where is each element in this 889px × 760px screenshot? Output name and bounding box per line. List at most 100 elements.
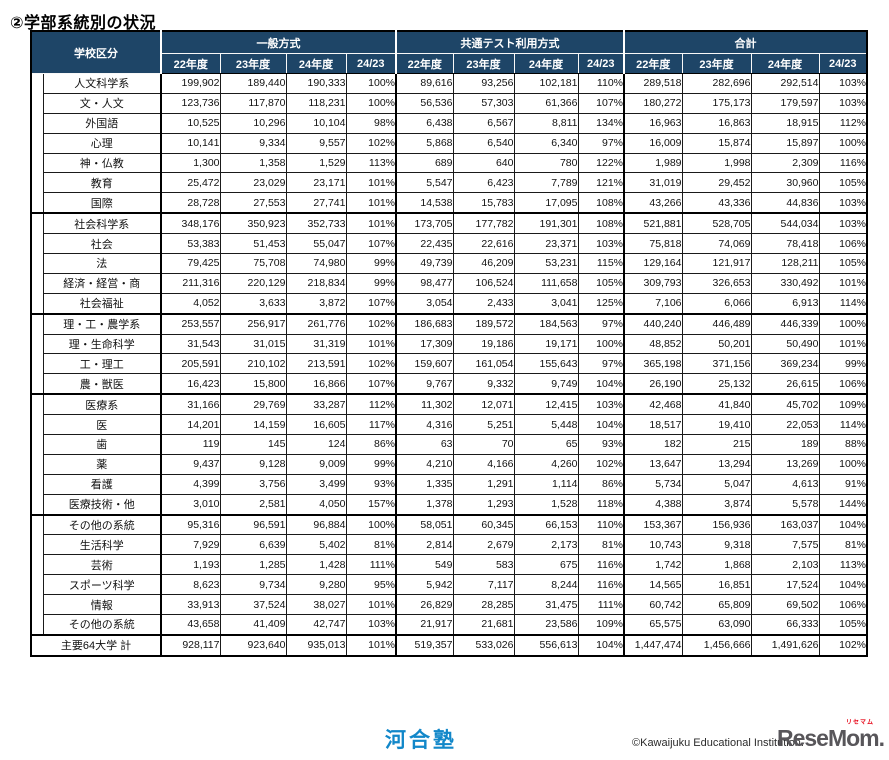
value-cell: 44,836: [750, 192, 820, 215]
indent-cell: [30, 393, 44, 516]
value-cell: 12,415: [513, 393, 579, 416]
value-cell: 8,811: [513, 112, 579, 134]
value-cell: 10,743: [623, 534, 683, 556]
value-cell: 1,291: [452, 473, 515, 495]
ratio-cell: 86%: [577, 473, 625, 495]
value-cell: 123,736: [160, 92, 221, 114]
value-cell: 292,514: [750, 73, 820, 94]
table-row: 社会福祉 4,052 3,633 3,872 107% 3,054 2,433 3,041 12…: [31, 292, 868, 315]
value-cell: 159,607: [395, 353, 454, 375]
value-cell: 41,409: [219, 614, 287, 636]
ratio-cell: 101%: [345, 212, 397, 235]
table-row: 歯 119 145 124 86% 63 70 65 93% 182 215 189 88%: [31, 434, 868, 455]
value-cell: 155,643: [513, 353, 579, 375]
ratio-cell: 107%: [345, 292, 397, 315]
ratio-cell: 97%: [577, 132, 625, 154]
value-cell: 549: [395, 554, 454, 576]
value-cell: 26,190: [623, 373, 683, 396]
table-row: 農・獣医 16,423 15,800 16,866 107% 9,767 9,332 9,74…: [31, 373, 868, 396]
value-cell: 23,029: [219, 172, 287, 194]
category-cell: 薬: [42, 453, 162, 475]
ratio-cell: 105%: [818, 614, 868, 636]
table-row: 医療系 31,166 29,769 33,287 112% 11,302 12,071 12,…: [30, 393, 868, 516]
table-row: 工・理工 205,591 210,102 213,591 102% 159,607 161,…: [31, 353, 868, 375]
ratio-cell: 113%: [345, 152, 397, 174]
value-cell: 2,309: [750, 152, 820, 174]
value-cell: 16,009: [623, 132, 683, 154]
value-cell: 50,490: [750, 333, 820, 355]
category-cell: 理・工・農学系: [42, 313, 162, 335]
category-cell: 社会: [42, 233, 162, 255]
table-row: 人文科学系 199,902 189,440 190,333 100% 89,616 93,2…: [30, 73, 868, 215]
value-cell: 66,153: [513, 514, 579, 536]
value-cell: 17,095: [513, 192, 579, 215]
ratio-cell: 81%: [345, 534, 397, 556]
ratio-cell: 95%: [345, 574, 397, 596]
table-row: 情報 33,913 37,524 38,027 101% 26,829 28,285 31,4…: [31, 594, 868, 616]
value-cell: 3,633: [219, 292, 287, 315]
value-cell: 46,209: [452, 253, 515, 274]
kawaijuku-logo: 河合塾: [385, 729, 457, 752]
ratio-cell: 99%: [345, 253, 397, 274]
value-cell: 199,902: [160, 73, 221, 94]
value-cell: 15,874: [681, 132, 752, 154]
ratio-cell: 100%: [345, 92, 397, 114]
category-cell: 医療技術・他: [42, 493, 162, 516]
value-cell: 19,186: [452, 333, 515, 355]
value-cell: 528,705: [681, 212, 752, 235]
value-cell: 9,318: [681, 534, 752, 556]
value-cell: 38,027: [285, 594, 347, 616]
faculty-statistics-table: 学校区分 一般方式 共通テスト利用方式 合計 22年度 23年度 24年度 24…: [30, 30, 868, 657]
ratio-cell: 100%: [345, 73, 397, 94]
ratio-cell: 103%: [818, 92, 868, 114]
ratio-cell: 93%: [577, 434, 625, 455]
value-cell: 16,851: [681, 574, 752, 596]
resemom-logo: リセマム ReseMom.: [774, 720, 885, 750]
category-cell: 心理: [42, 132, 162, 154]
value-cell: 42,747: [285, 614, 347, 636]
corner-header-cell: 学校区分: [30, 30, 162, 74]
value-cell: 583: [452, 554, 515, 576]
value-cell: 371,156: [681, 353, 752, 375]
category-cell: 教育: [42, 172, 162, 194]
value-cell: 49,739: [395, 253, 454, 274]
value-cell: 13,294: [681, 453, 752, 475]
category-cell: 法: [42, 253, 162, 274]
value-cell: 28,728: [160, 192, 221, 215]
value-cell: 11,302: [395, 393, 454, 416]
value-cell: 119: [160, 434, 221, 455]
value-cell: 13,647: [623, 453, 683, 475]
ratio-cell: 104%: [818, 514, 868, 536]
ratio-cell: 125%: [577, 292, 625, 315]
value-cell: 15,783: [452, 192, 515, 215]
page-title: ②学部系統別の状況: [10, 15, 157, 32]
table-row: 理・生命科学 31,543 31,015 31,319 101% 17,309 19,186…: [31, 333, 868, 355]
value-cell: 63: [395, 434, 454, 455]
value-cell: 189,572: [452, 313, 515, 335]
value-cell: 60,742: [623, 594, 683, 616]
table-row: 経済・経営・商 211,316 220,129 218,834 99% 98,477 106…: [31, 272, 868, 294]
value-cell: 156,936: [681, 514, 752, 536]
ratio-cell: 101%: [345, 634, 397, 657]
value-cell: 95,316: [160, 514, 221, 536]
year-header: 24年度: [750, 53, 820, 74]
value-cell: 9,767: [395, 373, 454, 396]
ratio-cell: 108%: [577, 212, 625, 235]
value-cell: 96,591: [219, 514, 287, 536]
value-cell: 5,251: [452, 414, 515, 436]
value-cell: 102,181: [513, 73, 579, 94]
ratio-cell: 134%: [577, 112, 625, 134]
table-row: 主要64大学 計 928,117 923,640 935,013 101% 519,357…: [30, 634, 868, 657]
value-cell: 75,818: [623, 233, 683, 255]
value-cell: 1,989: [623, 152, 683, 174]
value-cell: 780: [513, 152, 579, 174]
category-cell: 生活科学: [42, 534, 162, 556]
value-cell: 3,872: [285, 292, 347, 315]
value-cell: 7,106: [623, 292, 683, 315]
value-cell: 1,358: [219, 152, 287, 174]
ratio-cell: 104%: [577, 373, 625, 396]
value-cell: 186,683: [395, 313, 454, 335]
value-cell: 17,524: [750, 574, 820, 596]
value-cell: 27,553: [219, 192, 287, 215]
